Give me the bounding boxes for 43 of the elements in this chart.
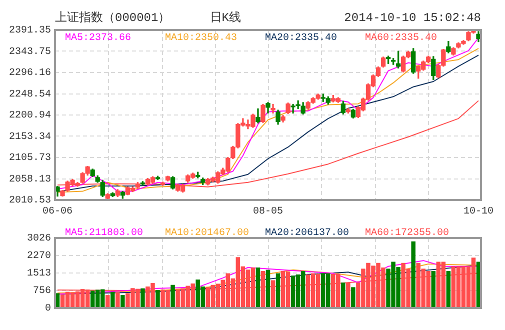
bar xyxy=(140,288,145,308)
text: MA10:201467.00 xyxy=(165,228,250,239)
text: MA20:2335.40 xyxy=(265,33,338,44)
x-tick-label: 08-05 xyxy=(252,206,284,218)
y-tick-label: 2010.53 xyxy=(8,196,51,207)
bar xyxy=(446,270,451,308)
chart-title: 日K线 xyxy=(210,11,241,25)
y-tick-label: 1513 xyxy=(26,268,51,280)
y-tick-label: 2391.35 xyxy=(8,26,51,37)
bar xyxy=(411,241,416,308)
text: 2014-10-10 15:02:48 xyxy=(344,11,481,25)
text: MA20:206137.00 xyxy=(265,228,350,239)
bar xyxy=(266,270,270,308)
y-tick-label: 2248.54 xyxy=(8,89,51,100)
bar xyxy=(116,292,120,308)
bar xyxy=(120,295,125,308)
bar xyxy=(170,284,175,308)
y-tick-label: 2270 xyxy=(26,251,51,262)
y-tick-label: 3026 xyxy=(26,234,51,245)
text: MA60:2335.40 xyxy=(365,33,438,44)
bar xyxy=(351,287,356,308)
bar xyxy=(276,273,280,308)
text: MA5:211803.00 xyxy=(65,228,144,239)
y-tick-label: 2105.73 xyxy=(8,153,51,164)
y-tick-label: 2200.94 xyxy=(8,110,51,122)
x-tick-label: 06-06 xyxy=(42,206,73,218)
bar xyxy=(431,270,436,308)
x-tick-label: 10-10 xyxy=(463,206,494,218)
y-tick-label: 2296.16 xyxy=(8,68,51,80)
text: MA60:172355.00 xyxy=(365,228,450,239)
y-tick-label: 2343.75 xyxy=(8,46,51,58)
bar xyxy=(256,268,260,308)
y-tick-label: 2058.13 xyxy=(8,174,51,186)
text: MA10:2350.43 xyxy=(165,33,238,44)
y-tick-label: 756 xyxy=(32,286,51,298)
y-tick-label: 0 xyxy=(44,304,51,315)
bar xyxy=(110,292,115,308)
bar xyxy=(341,282,346,308)
text: MA5:2373.66 xyxy=(65,33,132,44)
bar xyxy=(105,295,110,308)
chart-subtitle: 上证指数（000001） xyxy=(55,11,170,25)
y-tick-label: 2153.34 xyxy=(8,132,51,143)
bar xyxy=(156,290,160,308)
